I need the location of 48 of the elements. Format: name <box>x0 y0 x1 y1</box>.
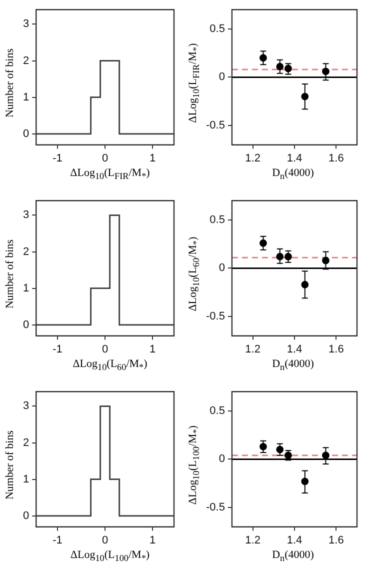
x-tick-label: 1.4 <box>286 343 302 356</box>
x-axis-title: D$_{n}$(4000) <box>271 167 315 182</box>
y-tick-label: 0 <box>22 510 30 522</box>
x-axis-title: ΔLog$_{10}$(L$_{60}$/M$_{*}$) <box>72 358 148 372</box>
x-axis-title: D$_{n}$(4000) <box>271 549 315 564</box>
y-tick-label: -0.5 <box>206 502 225 514</box>
y-tick-label: 0.5 <box>210 214 225 226</box>
y-tick-label: 1 <box>22 473 30 486</box>
x-axis-title: ΔLog$_{10}$(L$_{FIR}$/M$_{*}$) <box>69 167 151 182</box>
y-tick-label: 2 <box>22 246 30 258</box>
x-tick-label: 1.6 <box>328 534 344 546</box>
x-tick-label: 1.6 <box>328 343 344 356</box>
y-tick-label: 0 <box>218 453 225 466</box>
y-tick-label: 3 <box>22 400 30 412</box>
x-axis-title: D$_{n}$(4000) <box>271 358 315 372</box>
y-axis-title: Number of bins <box>3 238 17 311</box>
x-tick-label: -1 <box>52 534 62 546</box>
x-tick-label: 1.4 <box>286 534 302 546</box>
y-tick-label: 0 <box>218 262 225 274</box>
x-tick-label: 1.6 <box>328 152 344 164</box>
y-tick-label: 1 <box>22 282 30 294</box>
x-tick-label: -1 <box>52 343 62 356</box>
x-tick-label: 1.2 <box>245 152 260 164</box>
y-tick-label: 0 <box>218 71 225 84</box>
y-tick-label: 1 <box>22 91 30 104</box>
y-axis-title: Number of bins <box>3 429 17 502</box>
y-tick-label: 3 <box>22 18 30 30</box>
x-tick-label: 1 <box>150 152 156 164</box>
x-tick-label: 1.2 <box>245 343 260 356</box>
y-tick-label: 0.5 <box>210 404 225 417</box>
x-tick-label: 0 <box>102 343 108 356</box>
y-tick-label: -0.5 <box>206 310 225 323</box>
x-tick-label: 1.2 <box>245 534 260 546</box>
y-tick-label: 2 <box>22 436 30 449</box>
x-tick-label: 1.4 <box>286 152 302 164</box>
x-tick-label: -1 <box>52 152 62 164</box>
x-axis-title: ΔLog$_{10}$(L$_{100}$/M$_{*}$) <box>69 549 151 564</box>
y-tick-label: 2 <box>22 54 30 67</box>
y-axis-title: Number of bins <box>3 47 17 120</box>
x-tick-label: 0 <box>102 152 108 164</box>
y-tick-label: 0 <box>22 318 30 331</box>
x-tick-label: 1 <box>150 343 156 356</box>
y-tick-label: 3 <box>22 209 30 222</box>
y-tick-label: 0.5 <box>210 22 225 35</box>
y-tick-label: 0 <box>22 128 30 140</box>
x-tick-label: 1 <box>150 534 156 546</box>
y-tick-label: -0.5 <box>206 120 225 132</box>
x-tick-label: 0 <box>102 534 108 546</box>
